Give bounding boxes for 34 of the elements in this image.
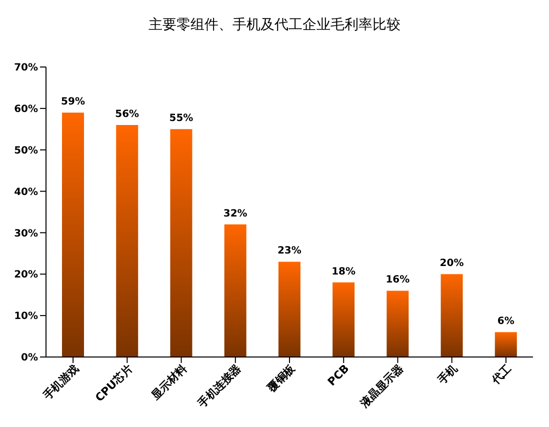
data-label: 16% xyxy=(386,274,410,286)
bar xyxy=(62,112,84,357)
x-tick-label: 液晶显示器 xyxy=(357,362,406,411)
x-tick-label: 手机 xyxy=(434,362,460,388)
x-tick-label: 手机连接器 xyxy=(194,362,244,411)
x-tick-label: 代工 xyxy=(488,362,514,388)
y-tick-label: 20% xyxy=(14,270,38,281)
x-tick-label: 显示材料 xyxy=(148,362,190,403)
bar xyxy=(170,129,192,357)
bar xyxy=(116,125,138,357)
bar xyxy=(224,224,246,357)
data-label: 18% xyxy=(332,266,356,278)
y-tick-label: 10% xyxy=(14,311,38,322)
x-tick-label: 手机游戏 xyxy=(40,362,82,403)
x-tick-label: 覆铜板 xyxy=(264,361,298,396)
chart-title: 主要零组件、手机及代工企业毛利率比较 xyxy=(148,16,402,35)
y-tick-label: 60% xyxy=(14,104,38,115)
data-label: 55% xyxy=(169,113,194,124)
bar xyxy=(332,282,355,357)
data-label: 59% xyxy=(61,96,85,108)
y-tick-label: 50% xyxy=(14,145,38,156)
y-tick-label: 40% xyxy=(14,186,38,198)
data-label: 6% xyxy=(497,316,514,328)
y-tick-label: 30% xyxy=(14,228,38,240)
y-tick-label: 70% xyxy=(14,62,38,74)
data-label: 23% xyxy=(277,246,302,257)
bar xyxy=(440,274,463,357)
bar xyxy=(278,262,300,357)
bar xyxy=(494,332,517,357)
y-tick-label: 0% xyxy=(21,352,38,364)
data-label: 20% xyxy=(440,258,464,270)
data-label: 56% xyxy=(115,109,140,120)
bar xyxy=(386,290,409,357)
data-label: 32% xyxy=(223,208,248,220)
